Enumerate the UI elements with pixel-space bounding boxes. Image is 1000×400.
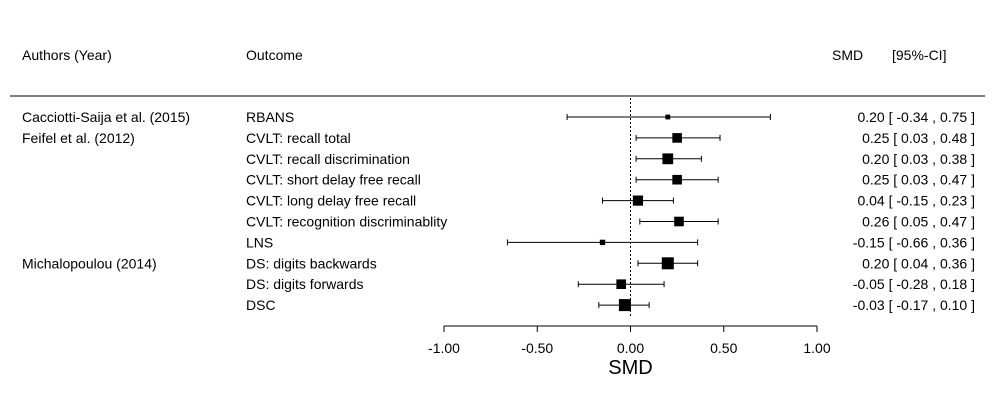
row-outcome: LNS — [246, 234, 273, 250]
row-outcome: CVLT: short delay free recall — [246, 172, 421, 188]
study-row: CVLT: short delay free recall 0.25 [ 0.03… — [246, 172, 975, 188]
row-author: Cacciotti-Saija et al. (2015) — [22, 109, 190, 125]
header-outcome: Outcome — [246, 47, 303, 63]
row-effect-label: 0.26 [ 0.05 , 0.47 ] — [862, 214, 975, 230]
row-outcome: RBANS — [246, 109, 294, 125]
row-effect-label: -0.03 [ -0.17 , 0.10 ] — [853, 297, 975, 313]
point-estimate-box — [665, 114, 671, 120]
x-tick-label: 0.00 — [617, 340, 644, 356]
row-effect-label: 0.20 [ 0.03 , 0.38 ] — [862, 151, 975, 167]
header-authors: Authors (Year) — [22, 47, 112, 63]
point-estimate-box — [632, 195, 644, 206]
row-effect-label: -0.05 [ -0.28 , 0.18 ] — [853, 276, 975, 292]
x-tick-label: -1.00 — [428, 340, 460, 356]
study-rows: Cacciotti-Saija et al. (2015) RBANS 0.20 [… — [22, 109, 975, 313]
row-author: Michalopoulou (2014) — [22, 255, 157, 271]
row-outcome: CVLT: recognition discriminablity — [246, 214, 447, 230]
study-row: Feifel et al. (2012) CVLT: recall total 0.… — [22, 130, 975, 146]
study-row: LNS -0.15 [ -0.66 , 0.36 ] — [246, 234, 975, 250]
study-row: DSC -0.03 [ -0.17 , 0.10 ] — [246, 297, 975, 313]
row-effect-label: 0.20 [ -0.34 , 0.75 ] — [857, 109, 975, 125]
x-axis-title: SMD — [608, 357, 652, 379]
point-estimate-box — [672, 174, 682, 185]
study-row: CVLT: long delay free recall 0.04 [ -0.15… — [246, 193, 975, 209]
row-effect-label: 0.20 [ 0.04 , 0.36 ] — [862, 255, 975, 271]
row-outcome: DSC — [246, 297, 276, 313]
row-author: Feifel et al. (2012) — [22, 130, 135, 146]
study-row: Michalopoulou (2014) DS: digits backwards… — [22, 255, 975, 271]
x-tick-label: 1.00 — [803, 340, 830, 356]
x-tick-label: 0.50 — [710, 340, 737, 356]
study-row: Cacciotti-Saija et al. (2015) RBANS 0.20 [… — [22, 109, 975, 125]
study-row: CVLT: recognition discriminablity 0.26 [ … — [246, 214, 975, 230]
row-effect-label: 0.25 [ 0.03 , 0.48 ] — [862, 130, 975, 146]
row-outcome: DS: digits forwards — [246, 276, 363, 292]
study-row: DS: digits forwards -0.05 [ -0.28 , 0.18 … — [246, 276, 975, 292]
x-tick-label: -0.50 — [521, 340, 553, 356]
point-estimate-box — [599, 239, 606, 246]
header-ci: [95%-CI] — [892, 47, 946, 63]
study-row: CVLT: recall discrimination 0.20 [ 0.03 ,… — [246, 151, 975, 167]
row-effect-label: 0.25 [ 0.03 , 0.47 ] — [862, 172, 975, 188]
point-estimate-box — [674, 216, 684, 227]
row-effect-label: 0.04 [ -0.15 , 0.23 ] — [857, 193, 975, 209]
row-outcome: CVLT: long delay free recall — [246, 193, 416, 209]
point-estimate-box — [616, 279, 626, 289]
row-outcome: CVLT: recall total — [246, 130, 351, 146]
point-estimate-box — [618, 299, 631, 312]
point-estimate-box — [662, 153, 674, 165]
x-axis: -1.00 -0.50 0.00 0.50 1.00 — [428, 325, 831, 356]
row-outcome: DS: digits backwards — [246, 255, 377, 271]
row-outcome: CVLT: recall discrimination — [246, 151, 410, 167]
point-estimate-box — [661, 257, 674, 270]
header-smd: SMD — [832, 47, 863, 63]
row-effect-label: -0.15 [ -0.66 , 0.36 ] — [853, 234, 975, 250]
point-estimate-box — [672, 133, 682, 143]
